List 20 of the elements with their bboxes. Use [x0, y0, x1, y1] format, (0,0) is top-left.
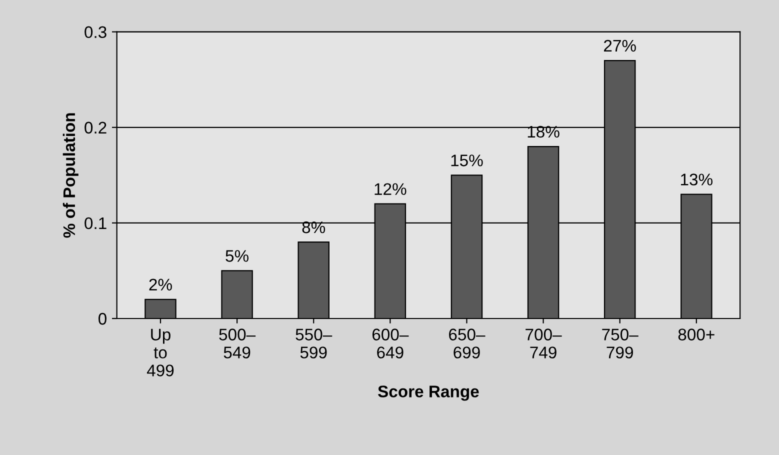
data-label: 5% — [226, 250, 248, 262]
x-tick-label: 600– 649 — [372, 328, 409, 358]
y-tick-label: 0.1 — [84, 217, 106, 230]
x-tick-label: 800+ — [678, 328, 714, 340]
x-axis-title: Score Range — [378, 386, 479, 401]
data-label: 13% — [681, 174, 712, 186]
x-tick-label: 750– 799 — [602, 328, 638, 358]
data-label: 15% — [451, 154, 483, 166]
x-tick-label: 550– 599 — [296, 328, 332, 358]
x-tick-label: 500– 549 — [219, 328, 256, 358]
y-tick-label: 0.3 — [84, 26, 106, 38]
data-label: 27% — [604, 40, 636, 52]
y-tick-label: 0 — [98, 312, 106, 325]
y-axis-title: % of Population — [62, 113, 78, 238]
data-label: 2% — [149, 278, 172, 290]
x-tick-label: 650– 699 — [449, 328, 486, 358]
data-label: 12% — [374, 183, 406, 195]
x-tick-label: Up to 499 — [146, 328, 174, 376]
x-tick-label: 700– 749 — [526, 328, 562, 358]
y-tick-label: 0.2 — [84, 122, 106, 134]
